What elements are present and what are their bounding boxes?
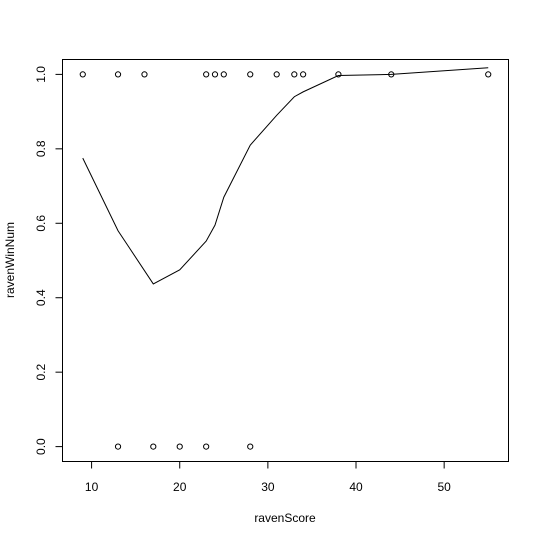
fit-line-layer — [82, 67, 489, 285]
data-point — [300, 71, 307, 78]
data-point — [141, 71, 148, 78]
y-tick-label: 0.8 — [34, 140, 48, 157]
data-point — [273, 71, 280, 78]
data-point — [176, 443, 183, 450]
x-tick-label: 30 — [261, 480, 275, 494]
data-point — [247, 71, 254, 78]
data-point — [388, 71, 395, 78]
data-point — [485, 71, 492, 78]
x-tick-label: 50 — [437, 480, 451, 494]
x-axis: 10 20 30 40 50 — [85, 461, 451, 494]
data-point — [79, 71, 86, 78]
data-point — [114, 71, 122, 78]
y-axis: 0.0 0.2 0.4 0.6 0.8 1.0 — [34, 66, 63, 455]
data-point — [211, 71, 219, 78]
x-tick-label: 10 — [85, 480, 99, 494]
x-tick-label: 40 — [349, 480, 363, 494]
y-tick-label: 0.0 — [34, 438, 48, 455]
y-tick-label: 1.0 — [34, 66, 48, 83]
y-tick-label: 0.2 — [34, 364, 48, 381]
data-points-layer — [79, 71, 492, 450]
y-tick-label: 0.6 — [34, 215, 48, 232]
data-point — [114, 443, 122, 450]
y-tick-label: 0.4 — [34, 289, 48, 306]
data-point — [291, 71, 298, 78]
x-tick-label: 20 — [173, 480, 187, 494]
data-point — [203, 71, 210, 78]
data-point — [203, 443, 210, 450]
x-axis-title: ravenScore — [254, 511, 316, 525]
data-point — [150, 443, 157, 450]
data-point — [335, 71, 342, 78]
y-axis-title: ravenWinNum — [3, 222, 17, 298]
fit-line — [82, 67, 489, 285]
data-point — [247, 443, 254, 450]
data-point — [220, 71, 227, 78]
